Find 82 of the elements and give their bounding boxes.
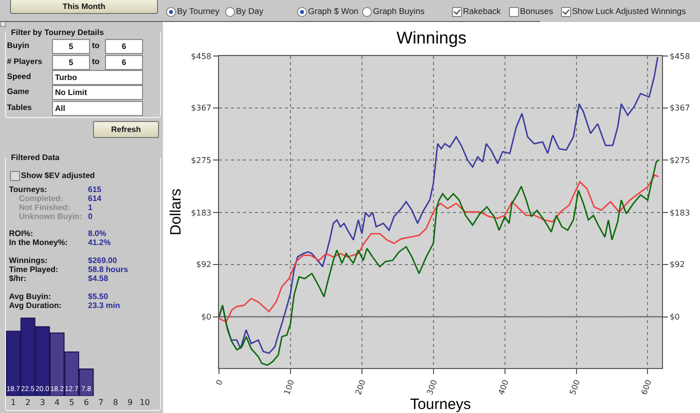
- x-tick-label: 4: [54, 398, 60, 407]
- text: 6: [106, 58, 142, 67]
- text: 615: [88, 185, 102, 194]
- text: 8.0%: [88, 229, 106, 238]
- x-tick-label: 3: [40, 398, 46, 407]
- x-tick-label: 300: [425, 378, 439, 396]
- text: In the Money%:: [9, 238, 68, 247]
- text: Show $EV adjusted: [21, 171, 95, 180]
- text: Tourneys:: [9, 185, 48, 194]
- x-tick-label: 10: [140, 398, 150, 407]
- text: Winnings:: [9, 256, 48, 265]
- x-tick-label: 6: [84, 398, 89, 407]
- text: Time Played:: [9, 265, 58, 274]
- x-tick-label: 400: [496, 378, 510, 396]
- text: Bonuses: [520, 6, 554, 16]
- text: Refresh: [110, 125, 142, 134]
- y2-tick-label: $92: [670, 260, 685, 270]
- text: $5.50: [88, 292, 108, 301]
- x-tick-label: 1: [10, 398, 16, 407]
- text: Avg Duration:: [9, 301, 62, 310]
- text: 0: [88, 212, 92, 221]
- y-tick-label: $275: [191, 156, 212, 165]
- text: 1: [88, 203, 92, 212]
- text: 6: [106, 42, 142, 51]
- x-tick-label: 0: [214, 378, 225, 386]
- text: $/hr:: [9, 274, 26, 283]
- text: Graph $ Won: [308, 6, 358, 16]
- x-tick-label: 200: [354, 378, 368, 396]
- text: 41.2%: [88, 238, 111, 247]
- text: Game: [7, 87, 30, 96]
- text: 614: [88, 194, 102, 203]
- text: Avg Buyin:: [9, 292, 51, 301]
- text: $269.00: [88, 256, 117, 265]
- y-axis-title: Dollars: [167, 188, 184, 236]
- x-axis-title: Tourneys: [410, 396, 471, 413]
- line-series: [219, 174, 660, 323]
- text: Completed:: [19, 194, 63, 203]
- text: Rakeback: [463, 6, 501, 16]
- text: Unknown Buyin:: [19, 212, 82, 221]
- y-tick-label: $458: [191, 52, 212, 61]
- text: By Day: [236, 6, 264, 16]
- text: All: [55, 104, 66, 113]
- text: Turbo: [55, 73, 78, 82]
- x-tick-label: 7: [98, 398, 104, 407]
- text: By Tourney: [177, 6, 220, 16]
- text: Show Luck Adjusted Winnings: [572, 6, 686, 16]
- y2-tick-label: $183: [670, 208, 690, 218]
- y-tick-label: $0: [201, 312, 212, 322]
- chart-title: Winnings: [396, 28, 466, 48]
- text: Not Finished:: [19, 203, 70, 212]
- y-tick-label: $92: [196, 260, 212, 270]
- x-tick-label: 2: [25, 398, 30, 407]
- text: This Month: [11, 2, 157, 11]
- text: $4.58: [88, 274, 108, 283]
- text: Filter by Tourney Details: [10, 28, 105, 37]
- y-tick-label: $367: [191, 104, 212, 113]
- y2-tick-label: $458: [670, 52, 690, 61]
- text: # Players: [7, 57, 42, 66]
- x-tick-label: 500: [568, 378, 582, 396]
- x-tick-label: 5: [69, 398, 74, 407]
- y2-tick-label: $0: [670, 312, 680, 322]
- text: to: [92, 41, 100, 50]
- text: ROI%:: [9, 229, 33, 238]
- text: Speed: [7, 72, 32, 81]
- line-series: [219, 159, 660, 366]
- text: Buyin: [7, 41, 30, 50]
- text: 58.8 hours: [88, 265, 128, 274]
- x-tick-label: 600: [640, 378, 654, 396]
- text: 5: [53, 42, 89, 51]
- x-tick-label: 8: [112, 398, 118, 407]
- x-tick-label: 9: [128, 398, 133, 407]
- y2-tick-label: $275: [670, 156, 690, 165]
- text: No Limit: [55, 88, 87, 97]
- text: Filtered Data: [10, 153, 60, 162]
- text: Graph Buyins: [373, 6, 424, 16]
- x-tick-label: 100: [282, 378, 296, 396]
- text: Tables: [7, 103, 32, 112]
- text: 5: [53, 58, 89, 67]
- y2-tick-label: $367: [670, 104, 690, 113]
- y-tick-label: $183: [191, 208, 212, 218]
- text: to: [92, 57, 100, 66]
- text: 23.3 min: [88, 301, 120, 310]
